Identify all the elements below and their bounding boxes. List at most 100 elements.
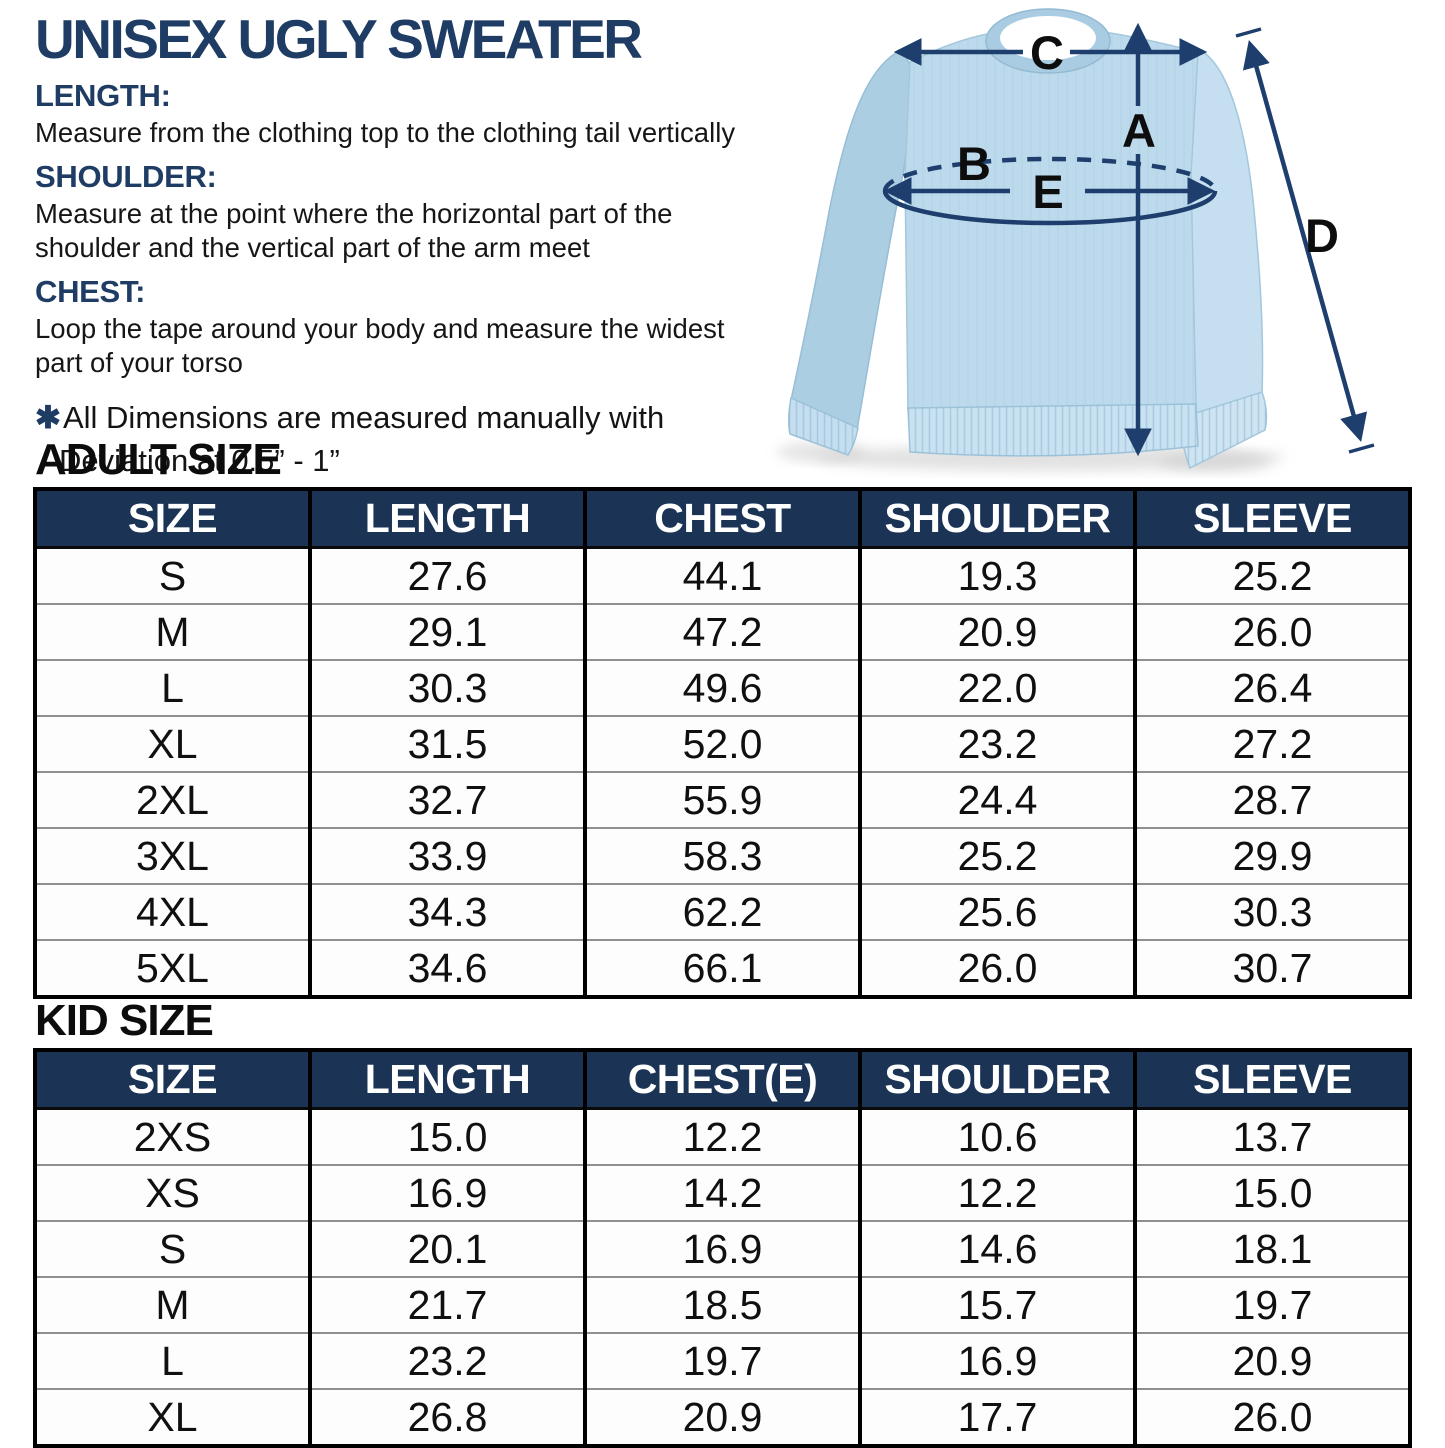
label-e: E [1032,165,1063,218]
column-header: SLEEVE [1133,489,1410,549]
value-cell: 27.6 [308,547,585,604]
size-cell: M [35,1276,310,1333]
size-cell: XL [35,715,310,772]
guide-length-text: Measure from the clothing top to the clo… [35,117,736,149]
guide-shoulder: SHOULDER: Measure at the point where the… [35,159,765,265]
value-cell: 20.9 [858,603,1135,660]
size-cell: S [158,552,187,599]
kid-table-header-row: SIZE LENGTH CHEST(E) SHOULDER SLEEVE [35,1050,1410,1110]
value-cell: 23.2 [858,715,1135,772]
dimension-labels: C A B E D [957,26,1339,262]
value-cell: 18.5 [583,1276,860,1333]
value-cell: 25.2 [1133,547,1410,604]
size-cell: 3XL [35,827,310,884]
table-row: XS 16.9 14.2 12.2 15.0 [35,1164,1410,1221]
label-c: C [1030,26,1064,79]
value-cell: 29.9 [1133,827,1410,884]
deviation-note: ✱ All Dimensions are measured manually w… [35,398,765,481]
value-cell: 55.9 [583,771,860,828]
value-cell: 20.9 [1133,1332,1410,1389]
value-cell: 49.6 [583,659,860,716]
value-cell: 19.7 [1133,1276,1410,1333]
value-cell: 33.9 [308,827,585,884]
value-cell: 20.9 [583,1388,860,1446]
size-cell: 4XL [35,883,310,940]
table-row: 2XL 32.7 55.9 24.4 28.7 [35,771,1410,828]
value-cell: 44.1 [583,547,860,604]
value-cell: 18.1 [1133,1220,1410,1277]
value-cell: 58.3 [583,827,860,884]
column-header: SIZE [35,1050,310,1110]
value-cell: 14.6 [858,1220,1135,1277]
size-cell: XS [35,1164,310,1221]
adult-table-header-row: SIZE LENGTH CHEST SHOULDER SLEEVE [35,489,1410,549]
value-cell: 62.2 [583,883,860,940]
size-cell: 5XL [35,939,310,997]
kid-size-table: SIZE LENGTH CHEST(E) SHOULDER SLEEVE 2XS 15.0… [33,1048,1412,1448]
size-cell: S [35,1220,310,1277]
guide-length-label: LENGTH: [35,78,171,114]
table-row: S 27.6 44.1 19.3 25.2 [35,547,1410,604]
guide-length: LENGTH: Measure from the clothing top to… [35,78,765,150]
column-header: SLEEVE [1133,1050,1410,1110]
deviation-note-line1: All Dimensions are measured manually wit… [62,399,665,435]
guide-shoulder-text: Measure at the point where the horizonta… [35,197,673,263]
value-cell: 26.0 [1133,1388,1410,1446]
deviation-note-line2: Deviation at 0.5” - 1” [59,443,340,479]
value-cell: 15.7 [858,1276,1135,1333]
kid-size-heading: KID SIZE [35,996,214,1045]
value-cell: 20.1 [308,1220,585,1277]
guide-shoulder-label: SHOULDER: [35,159,217,195]
measurement-instructions: UNISEX UGLY SWEATER LENGTH: Measure from… [35,8,765,481]
value-cell: 52.0 [583,715,860,772]
adult-size-table: SIZE LENGTH CHEST SHOULDER SLEEVE S 27.6 44.1 1… [33,487,1412,999]
sweater-illustration: C A B E D [777,8,1375,472]
value-cell: 66.1 [583,939,860,997]
value-cell: 24.4 [858,771,1135,828]
sweater-measurement-diagram: C A B E D [760,0,1445,478]
value-cell: 47.2 [583,603,860,660]
label-d: D [1305,209,1339,262]
table-row: XL 26.8 20.9 17.7 26.0 [35,1388,1410,1446]
table-row: 4XL 34.3 62.2 25.6 30.3 [35,883,1410,940]
value-cell: 19.3 [858,547,1135,604]
table-row: 2XS 15.0 12.2 10.6 13.7 [35,1108,1410,1165]
value-cell: 15.0 [308,1108,585,1165]
value-cell: 16.9 [858,1332,1135,1389]
table-row: 3XL 33.9 58.3 25.2 29.9 [35,827,1410,884]
sweater-shape [787,8,1268,470]
value-cell: 25.6 [858,883,1135,940]
value-cell: 19.7 [583,1332,860,1389]
value-cell: 30.7 [1133,939,1410,997]
table-row: L 23.2 19.7 16.9 20.9 [35,1332,1410,1389]
size-cell: L [35,659,310,716]
column-header: CHEST [583,489,860,549]
value-cell: 23.2 [308,1332,585,1389]
table-row: M 21.7 18.5 15.7 19.7 [35,1276,1410,1333]
value-cell: 22.0 [858,659,1135,716]
value-cell: 15.0 [1133,1164,1410,1221]
label-b: B [957,137,991,190]
value-cell: 10.6 [858,1108,1135,1165]
size-cell: XL [35,1388,310,1446]
table-row: XL 31.5 52.0 23.2 27.2 [35,715,1410,772]
value-cell: 30.3 [1133,883,1410,940]
asterisk-icon: ✱ [35,399,61,435]
value-cell: 30.3 [308,659,585,716]
column-header: LENGTH [308,489,585,549]
column-header: SIZE [35,489,310,549]
value-cell: 16.9 [308,1164,585,1221]
value-cell: 25.2 [858,827,1135,884]
value-cell: 28.7 [1133,771,1410,828]
table-row: 5XL 34.6 66.1 26.0 30.7 [35,939,1410,997]
size-cell: M [35,603,310,660]
value-cell: 26.0 [1133,603,1410,660]
page-title: UNISEX UGLY SWEATER [35,8,643,70]
column-header: LENGTH [308,1050,585,1110]
value-cell: 17.7 [858,1388,1135,1446]
table-row: M 29.1 47.2 20.9 26.0 [35,603,1410,660]
guide-chest: CHEST: Loop the tape around your body an… [35,274,765,380]
chest-ellipse [882,156,1218,226]
adult-size-heading: ADULT SIZE [35,435,282,484]
value-cell: 26.0 [858,939,1135,997]
